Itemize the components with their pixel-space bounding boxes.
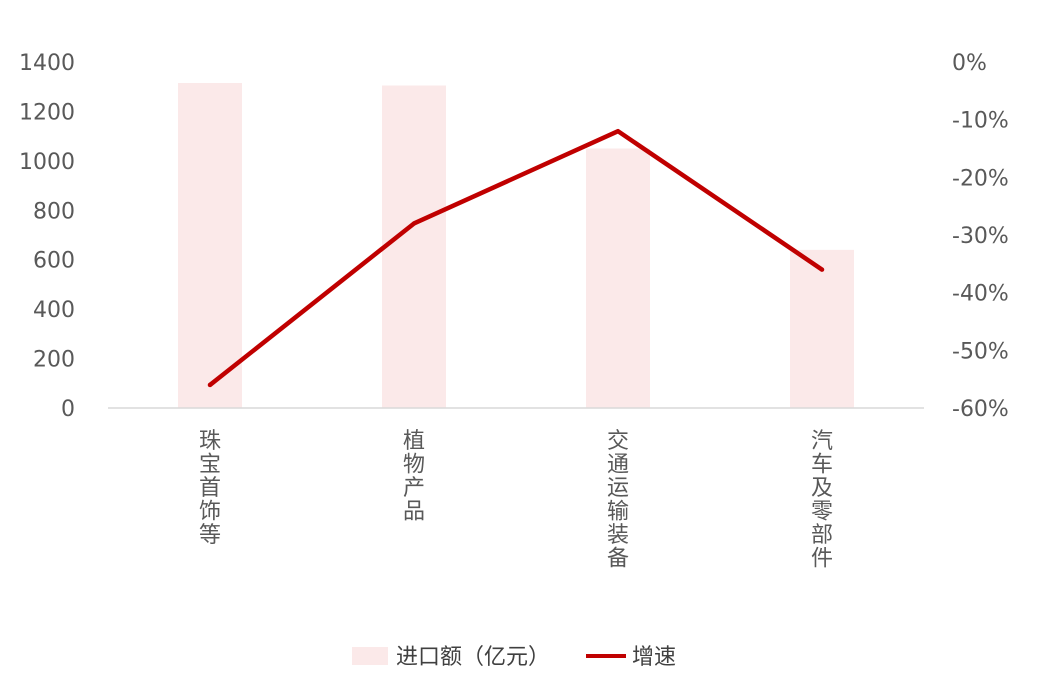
left-y-axis: 0 200 400 600 800 1000 1200 1400	[19, 51, 75, 422]
left-tick-label: 0	[61, 397, 75, 422]
right-tick-label: -50%	[952, 339, 1009, 364]
bar-2	[586, 148, 650, 408]
line-point-1	[412, 221, 416, 226]
legend-label-line: 增速	[632, 645, 676, 670]
right-tick-label: 0%	[952, 51, 987, 76]
line-point-3	[820, 267, 824, 272]
line-series	[207, 128, 825, 388]
legend-label-bar: 进口额（亿元）	[396, 645, 550, 670]
left-tick-label: 400	[33, 298, 75, 323]
left-tick-label: 1200	[19, 100, 75, 125]
bar-series	[178, 83, 854, 408]
line-point-0	[208, 382, 212, 387]
bar-0	[178, 83, 242, 408]
right-tick-label: -10%	[952, 109, 1009, 134]
legend-swatch-bar	[352, 647, 388, 665]
right-tick-label: -40%	[952, 282, 1009, 307]
left-tick-label: 1400	[19, 51, 75, 76]
category-label-2: 交通运输装备	[607, 429, 629, 572]
right-y-axis: -60% -50% -40% -30% -20% -10% 0%	[952, 51, 1009, 422]
left-tick-label: 800	[33, 199, 75, 224]
left-tick-label: 600	[33, 249, 75, 274]
line-point-2	[616, 129, 620, 134]
legend: 进口额（亿元） 增速	[352, 645, 676, 670]
category-label-0: 珠宝首饰等	[199, 429, 221, 548]
right-tick-label: -30%	[952, 224, 1009, 249]
left-tick-label: 1000	[19, 150, 75, 175]
category-labels: 珠宝首饰等 植物产品 交通运输装备 汽车及零部件	[199, 429, 833, 572]
bar-3	[790, 249, 854, 408]
bar-1	[382, 85, 446, 408]
line-path	[207, 128, 825, 388]
left-tick-label: 200	[33, 348, 75, 373]
right-tick-label: -20%	[952, 166, 1009, 191]
right-tick-label: -60%	[952, 397, 1009, 422]
category-label-1: 植物产品	[403, 429, 425, 525]
category-label-3: 汽车及零部件	[811, 429, 833, 572]
